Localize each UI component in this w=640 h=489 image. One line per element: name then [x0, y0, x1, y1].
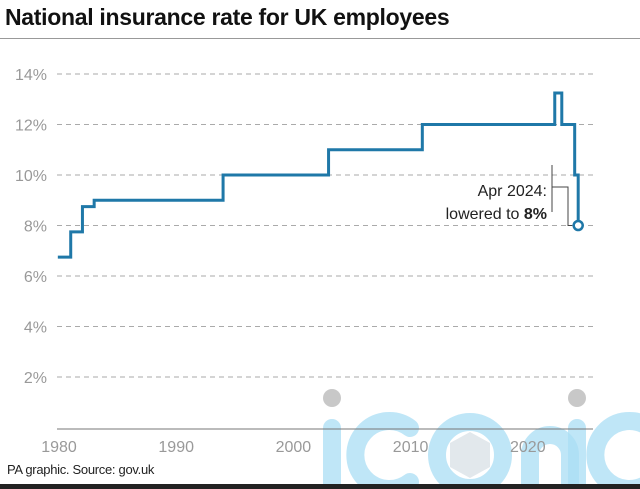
y-tick-label: 12%	[15, 118, 47, 135]
title-divider	[0, 38, 640, 39]
x-tick-label: 2020	[510, 439, 546, 456]
bottom-bar	[0, 484, 640, 489]
y-tick-label: 4%	[24, 320, 47, 337]
annotation-value: 8%	[524, 206, 547, 223]
y-tick-label: 6%	[24, 269, 47, 286]
annotation-line2: lowered to 8%	[446, 206, 547, 223]
y-tick-label: 10%	[15, 168, 47, 185]
annotation-line1: Apr 2024:	[478, 183, 547, 200]
chart-title: National insurance rate for UK employees	[5, 4, 450, 30]
x-tick-label: 2010	[393, 439, 429, 456]
annotation-prefix: lowered to	[446, 206, 524, 223]
x-tick-label: 2000	[276, 439, 312, 456]
end-point-marker	[572, 219, 584, 232]
source-note: PA graphic. Source: gov.uk	[7, 462, 155, 477]
annotation-connector	[552, 186, 573, 226]
watermark-dot	[568, 389, 586, 407]
watermark-logo-hexagon	[450, 432, 490, 478]
x-tick-label: 1980	[41, 439, 77, 456]
y-tick-label: 14%	[15, 67, 47, 84]
y-tick-label: 8%	[24, 219, 47, 236]
x-tick-label: 1990	[158, 439, 194, 456]
watermark-dot	[323, 389, 341, 407]
watermark-logo-c2	[586, 412, 640, 489]
y-tick-label: 2%	[24, 370, 47, 387]
